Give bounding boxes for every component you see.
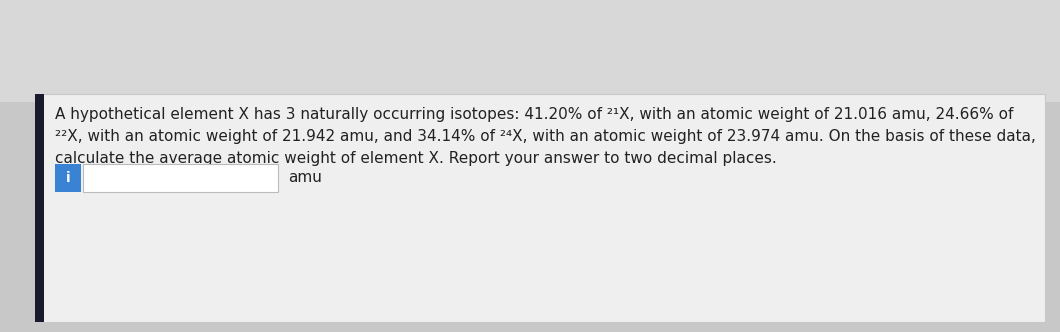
Bar xyxy=(35,94,1045,322)
Bar xyxy=(83,164,278,192)
Text: A hypothetical element X has 3 naturally occurring isotopes: 41.20% of ²¹X, with: A hypothetical element X has 3 naturally… xyxy=(55,107,1013,122)
Text: ²²X, with an atomic weight of 21.942 amu, and 34.14% of ²⁴X, with an atomic weig: ²²X, with an atomic weight of 21.942 amu… xyxy=(55,129,1036,144)
Text: i: i xyxy=(66,171,70,185)
Bar xyxy=(55,164,81,192)
Text: calculate the average atomic weight of element X. Report your answer to two deci: calculate the average atomic weight of e… xyxy=(55,151,777,166)
Text: amu: amu xyxy=(288,171,322,186)
Bar xyxy=(35,94,45,322)
Bar xyxy=(0,0,1060,102)
